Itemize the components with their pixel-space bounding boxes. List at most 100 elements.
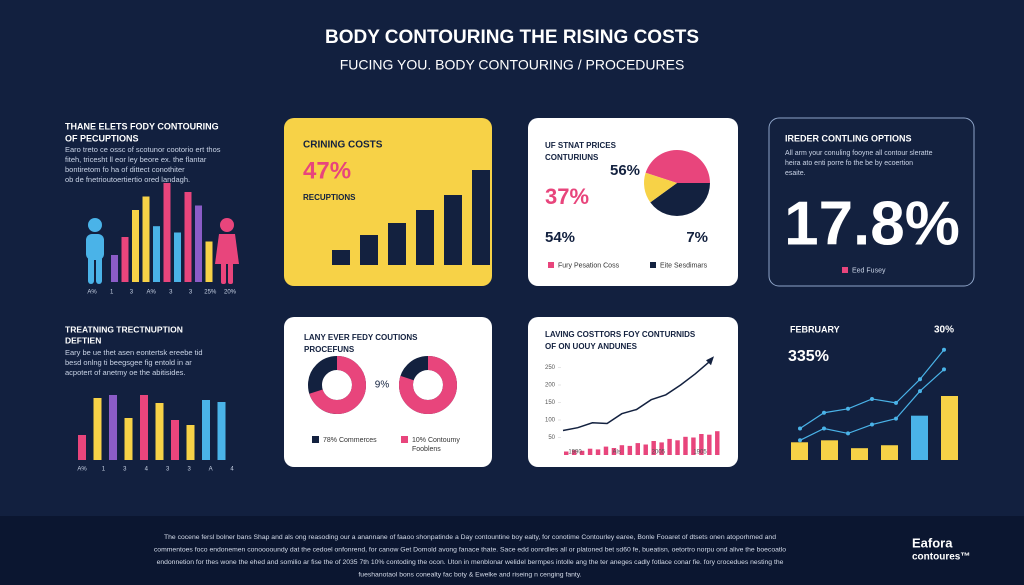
- bar: [205, 241, 213, 282]
- bar: [595, 449, 601, 455]
- x-label: 4: [230, 467, 234, 473]
- bar: [911, 415, 928, 460]
- stat-label: 9%: [375, 380, 390, 391]
- donut-segment: [308, 356, 366, 414]
- bar: [571, 450, 577, 455]
- bar: [78, 435, 86, 460]
- bar: [643, 444, 648, 455]
- line-point: [918, 377, 922, 382]
- stat-label: 56%: [610, 162, 640, 179]
- line: [562, 360, 711, 432]
- x-label: A%: [87, 290, 97, 296]
- legend-label: Eed Fusey: [852, 267, 886, 274]
- x-label: Als: [612, 450, 620, 456]
- pie-slice: [643, 172, 677, 203]
- y-tick-label: 250: [545, 365, 556, 371]
- line-point: [870, 396, 874, 401]
- bar: [174, 232, 181, 282]
- x-label: 1: [110, 290, 114, 296]
- panel-text: All arm your conuling fooyne all contour…: [785, 150, 933, 157]
- card-line: [528, 317, 738, 467]
- line-point: [798, 438, 802, 443]
- panel-text: besd onlng ti beegsgee fig entold in ar: [65, 358, 192, 367]
- line-point: [822, 410, 826, 415]
- bar: [675, 440, 680, 455]
- stat-label: 7%: [686, 229, 708, 246]
- x-label: 20%: [224, 290, 237, 296]
- bar: [472, 170, 490, 265]
- bar: [202, 400, 210, 460]
- figure-female: [215, 218, 239, 284]
- x-label: A%: [77, 467, 87, 473]
- footer-text: fueshanotaol bons conealty fac boty & Ew…: [358, 571, 581, 578]
- x-label: A%: [146, 290, 156, 296]
- y-tick-label: 200: [545, 383, 556, 389]
- bar: [155, 403, 164, 460]
- y-tick-label: 50: [548, 435, 555, 441]
- x-label: 3: [166, 467, 170, 473]
- line-point: [846, 431, 850, 436]
- footer-text: The cocene fersl bolner bans Shap and al…: [164, 534, 776, 541]
- footer-band: [0, 516, 1024, 585]
- bar: [121, 237, 129, 282]
- panel-text: Eary be ue thet asen eontertsk ereebe ti…: [65, 348, 203, 357]
- line-point: [822, 426, 826, 431]
- card-donut: [284, 317, 492, 467]
- x-label: 3: [187, 467, 191, 473]
- title: BODY CONTOURING THE RISING COSTS: [325, 27, 699, 48]
- bar: [217, 402, 226, 460]
- card-title: CRINING COSTS: [303, 140, 383, 151]
- legend-swatch: [312, 436, 319, 443]
- legend-swatch: [842, 267, 848, 273]
- card-title: LANY EVER FEDY COUTIONS: [304, 333, 418, 342]
- donut-arrow: [416, 389, 440, 398]
- panel-text: esaite.: [785, 170, 806, 177]
- x-label: A: [209, 467, 213, 473]
- stat-label: 335%: [788, 348, 829, 365]
- x-label: 3: [123, 467, 127, 473]
- y-tick-label: 150: [545, 400, 556, 406]
- panel-text: Earo treto ce ossc of scotunor cootorio …: [65, 145, 221, 154]
- bar: [651, 441, 656, 455]
- card-title: FEBRUARY: [790, 324, 840, 334]
- panel-title: OF PECUPTIONS: [65, 133, 139, 143]
- bar: [124, 418, 133, 460]
- panel-text: acpotert of anetmy oe the abitisides.: [65, 368, 186, 377]
- bar: [109, 395, 117, 460]
- bar: [111, 255, 118, 282]
- bar: [683, 436, 688, 455]
- bar: [691, 437, 696, 455]
- stat-label: 30%: [934, 325, 954, 336]
- bar: [603, 446, 609, 455]
- line-point: [894, 416, 898, 421]
- line-point: [846, 406, 850, 411]
- highlight: 47%: [303, 157, 351, 184]
- donut-arrow: [325, 389, 349, 398]
- line-point: [870, 422, 874, 427]
- bar: [171, 420, 179, 460]
- card-title: CONTURIUNS: [545, 153, 599, 162]
- x-label: 3: [130, 290, 134, 296]
- x-label: 1: [102, 467, 106, 473]
- bar: [140, 395, 148, 460]
- bar: [635, 443, 640, 455]
- big-value: 17.8%: [784, 189, 960, 258]
- bar: [195, 205, 202, 282]
- line-point: [894, 400, 898, 405]
- panel-title: DEFTIEN: [65, 335, 101, 345]
- brand: contoures™: [912, 552, 970, 563]
- figure-male: [86, 218, 104, 284]
- bar: [142, 196, 150, 282]
- legend-label: 10% Contoumy: [412, 437, 460, 444]
- card-yellow: [284, 118, 492, 286]
- bar: [184, 192, 192, 282]
- bar: [186, 425, 195, 460]
- bar: [388, 223, 406, 265]
- panel-title: THANE ELETS FODY CONTOURING: [65, 121, 219, 131]
- legend-swatch: [650, 262, 656, 268]
- bar: [627, 445, 633, 455]
- brand: Eafora: [912, 535, 953, 550]
- legend-label: 78% Commerces: [323, 437, 377, 444]
- pie-slice: [645, 149, 710, 183]
